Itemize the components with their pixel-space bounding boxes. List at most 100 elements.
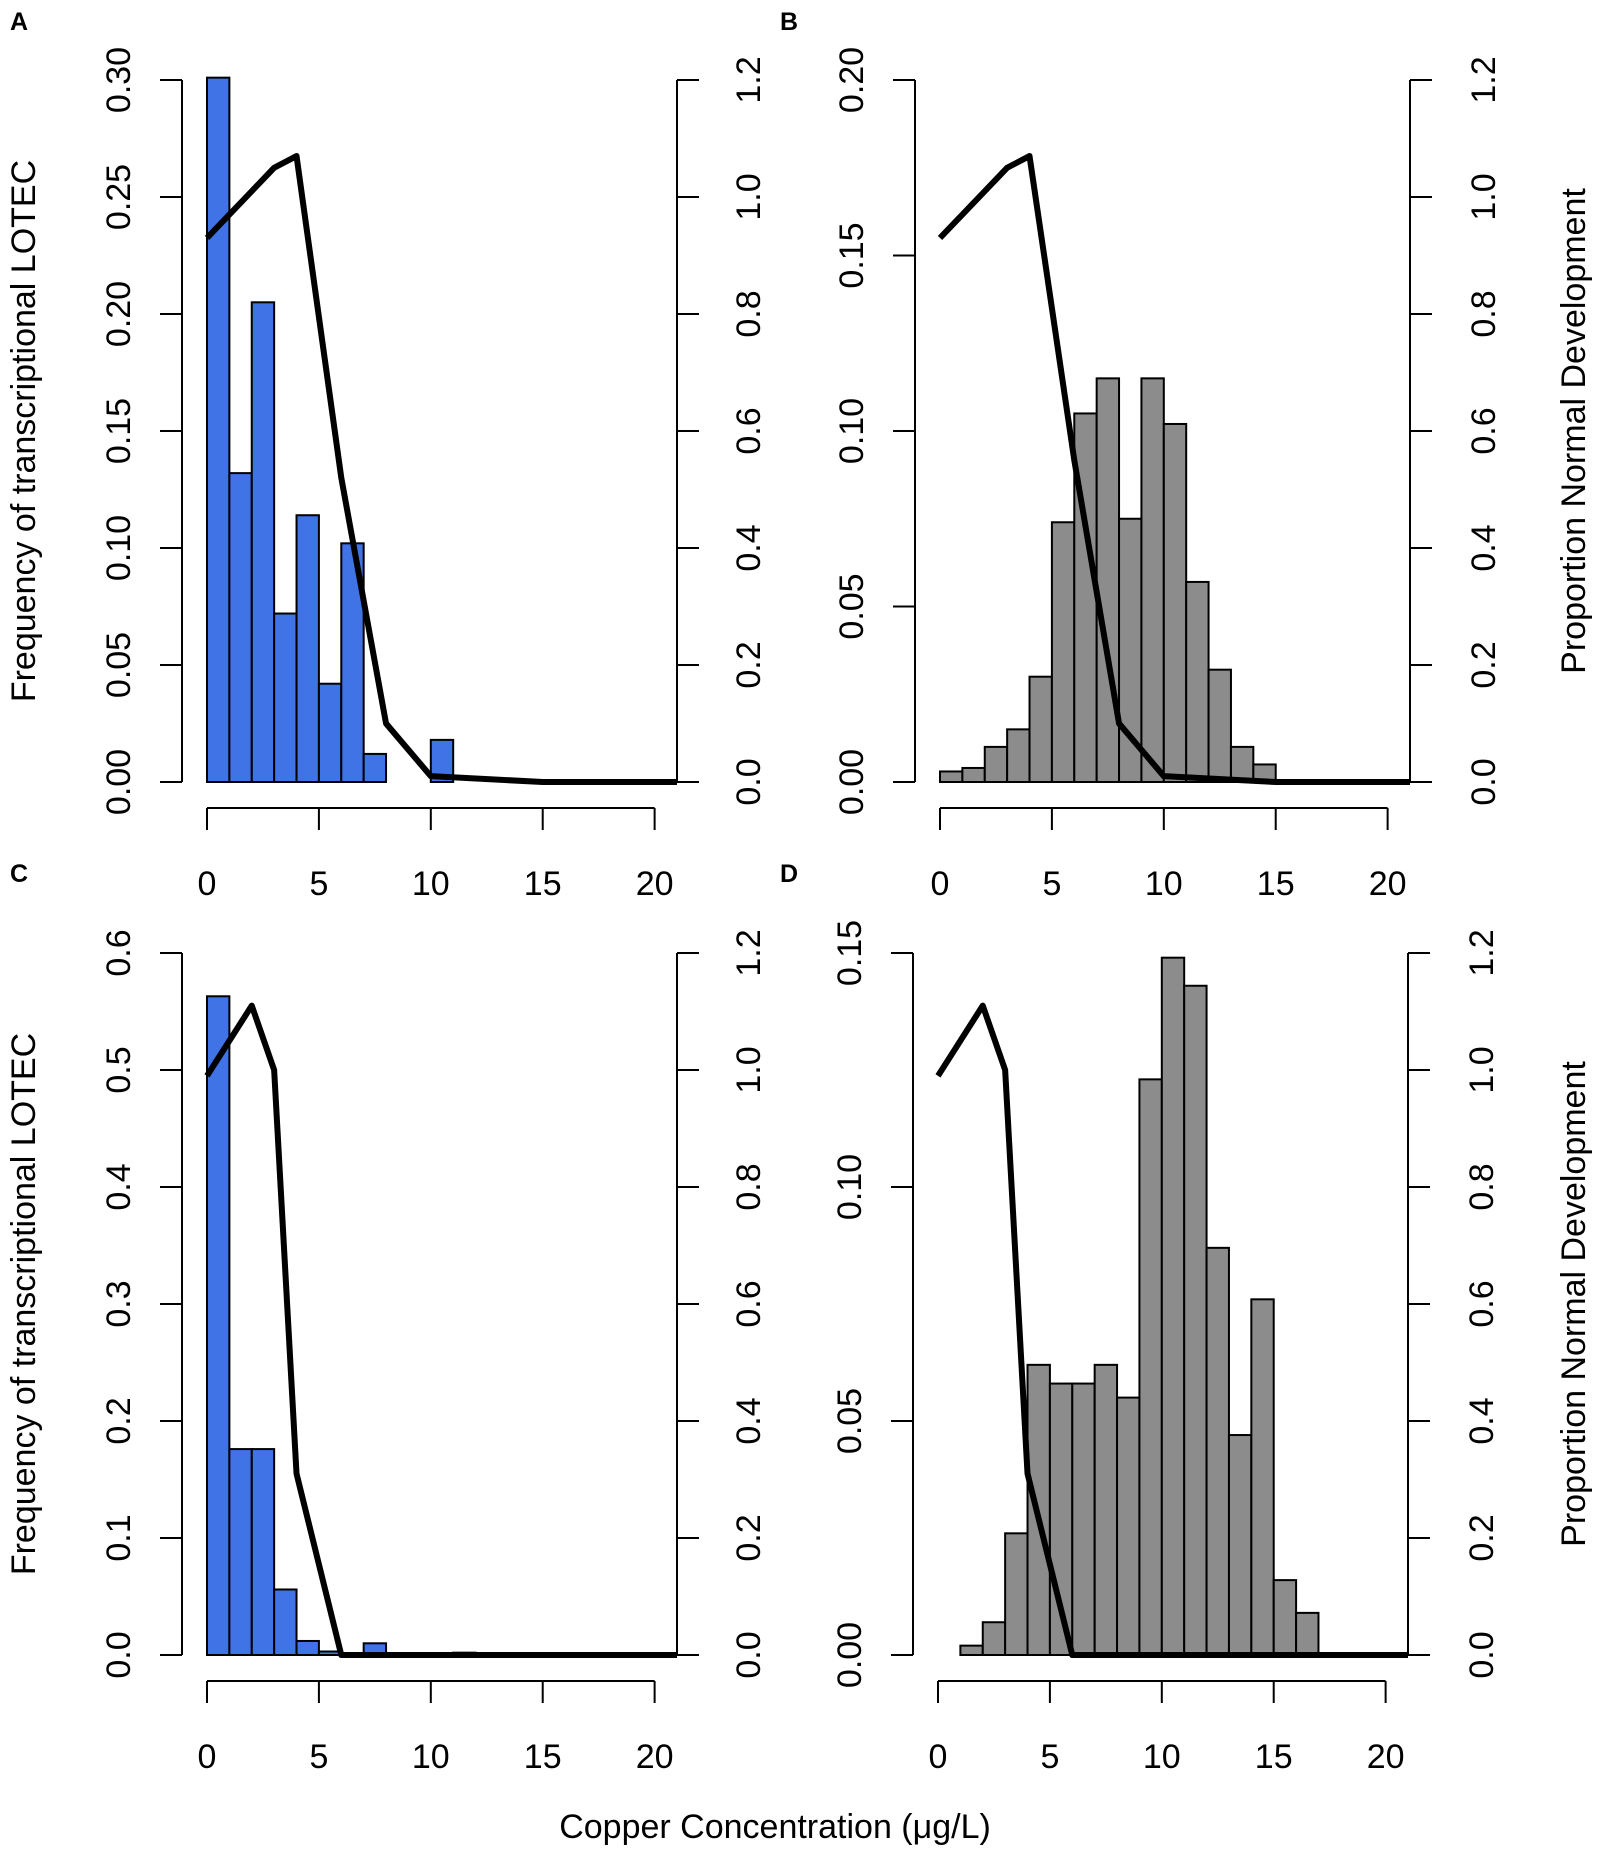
y-tick-label: 0.3	[100, 1280, 138, 1327]
y2-tick-label: 0.0	[730, 758, 768, 805]
histogram-bar	[206, 76, 231, 784]
panel-label-a: A	[10, 8, 28, 36]
y2-tick-label: 0.8	[730, 1163, 768, 1210]
y-tick-label: 0.5	[100, 1046, 138, 1093]
histogram-bar	[1050, 521, 1076, 783]
y2-tick-label: 1.2	[1465, 56, 1503, 103]
x-tick-label: 10	[412, 865, 450, 903]
x-tick-label: 20	[636, 1738, 674, 1776]
histogram-bar	[961, 766, 986, 784]
y2-tick-label: 0.4	[730, 524, 768, 571]
x-tick-label: 5	[1040, 1738, 1059, 1776]
histogram-bar	[1185, 580, 1210, 783]
histogram-bar	[959, 1644, 984, 1657]
proportion-line	[937, 153, 1410, 785]
y-tick-label: 0.4	[100, 1163, 138, 1210]
x-tick-label: 0	[198, 865, 217, 903]
y-tick-label: 0.2	[100, 1397, 138, 1444]
histogram-bar	[1162, 422, 1188, 783]
histogram-bar	[250, 1448, 276, 1656]
x-tick-label: 15	[524, 865, 562, 903]
histogram-bar	[1295, 1611, 1320, 1657]
histogram-bar	[1160, 956, 1186, 1656]
x-tick-label: 20	[636, 865, 674, 903]
y2-tick-label: 0.4	[730, 1397, 768, 1444]
y-tick-label: 0.00	[833, 749, 871, 815]
histogram-bar	[1140, 377, 1165, 783]
histogram-bar	[1006, 728, 1031, 783]
proportion-line	[204, 1002, 677, 1658]
histogram-bar	[228, 472, 253, 783]
x-tick-label: 10	[1143, 1738, 1181, 1776]
x-tick-label: 10	[412, 1738, 450, 1776]
y2-tick-label: 1.0	[1465, 173, 1503, 220]
histogram-bar	[362, 752, 388, 783]
y-tick-label: 0.20	[833, 47, 871, 113]
y-tick-label: 0.00	[100, 749, 138, 815]
y2-tick-label: 0.6	[1465, 407, 1503, 454]
y2-tick-label: 0.0	[1463, 1631, 1501, 1678]
panel-b: B 0.00 0.05 0.10 0.15 0.20 0.0 0.2 0.4 0.6 0.8 1.0 1…	[780, 8, 1593, 903]
x-tick-label: 5	[1042, 865, 1061, 903]
y-tick-label: 0.10	[100, 515, 138, 581]
histogram-bar	[981, 1621, 1007, 1656]
histogram-bar	[228, 1448, 253, 1656]
y2-tick-label: 0.4	[1463, 1397, 1501, 1444]
histogram-bar	[1227, 1434, 1253, 1657]
x-tick-label: 20	[1367, 1738, 1405, 1776]
y2-tick-label: 1.2	[730, 56, 768, 103]
histogram-bar	[1229, 745, 1255, 784]
y2-tick-label: 1.2	[730, 929, 768, 976]
y2-tick-label: 0.2	[730, 641, 768, 688]
y2-tick-label: 0.2	[1465, 641, 1503, 688]
panel-a: A 0.00 0.05 0.10 0.15 0.20 0.25 0.30 0.0 0.2 0.4 0.…	[5, 8, 768, 903]
x-axis-title: Copper Concentration (μg/L)	[559, 1808, 991, 1846]
x-tick-label: 0	[198, 1738, 217, 1776]
y-tick-label: 0.6	[100, 929, 138, 976]
y-tick-label: 0.15	[831, 920, 869, 986]
panel-c: C 0.0 0.1 0.2 0.3 0.4 0.5 0.6 0.0 0.2 0.4 0.6 0.8 1.0…	[5, 860, 768, 1776]
histogram-bar	[1028, 675, 1053, 784]
y2-tick-label: 0.0	[730, 1631, 768, 1678]
y2-tick-label: 0.2	[730, 1514, 768, 1561]
y2-tick-label: 0.4	[1465, 524, 1503, 571]
y-tick-label: 0.05	[831, 1388, 869, 1454]
y2-tick-label: 1.0	[1463, 1046, 1501, 1093]
y2-tick-label: 0.0	[1465, 758, 1503, 805]
y-tick-label: 0.0	[100, 1631, 138, 1678]
histogram-bar	[1205, 1246, 1230, 1656]
x-tick-label: 15	[524, 1738, 562, 1776]
y2-tick-label: 1.0	[730, 173, 768, 220]
histogram-bar	[206, 995, 231, 1656]
y2-tick-label: 0.6	[730, 407, 768, 454]
x-tick-label: 15	[1255, 1738, 1293, 1776]
histogram-bar	[317, 682, 343, 783]
y-tick-label: 0.15	[833, 222, 871, 288]
y2-axis-title: Proportion Normal Development	[1555, 188, 1593, 674]
y-axis-title: Frequency of transcriptional LOTEC	[5, 1033, 43, 1575]
y-tick-label: 0.10	[833, 398, 871, 464]
panel-label-c: C	[10, 860, 28, 888]
histogram-bar	[1116, 1396, 1141, 1656]
y-tick-label: 0.25	[100, 164, 138, 230]
y-tick-label: 0.30	[100, 47, 138, 113]
x-tick-label: 5	[309, 1738, 328, 1776]
histogram-bar	[983, 745, 1009, 784]
histogram-bar	[1207, 668, 1232, 783]
histogram-bar	[1071, 1382, 1096, 1657]
proportion-line	[204, 153, 677, 785]
histogram-bar	[1272, 1579, 1298, 1656]
panel-d: D 0.00 0.05 0.10 0.15 0.0 0.2 0.4 0.6 0.8 1.0 1.2 0 5…	[780, 860, 1593, 1776]
y2-tick-label: 1.2	[1463, 929, 1501, 976]
y-axis-title: Frequency of transcriptional LOTEC	[5, 160, 43, 702]
x-tick-label: 0	[931, 865, 950, 903]
y-tick-label: 0.1	[100, 1514, 138, 1561]
y2-tick-label: 0.8	[730, 290, 768, 337]
histogram-bar	[273, 1588, 298, 1656]
y-tick-label: 0.10	[831, 1154, 869, 1220]
y-tick-label: 0.05	[833, 573, 871, 639]
x-tick-label: 0	[929, 1738, 948, 1776]
y2-tick-label: 0.6	[730, 1280, 768, 1327]
histogram-bar	[939, 770, 964, 783]
